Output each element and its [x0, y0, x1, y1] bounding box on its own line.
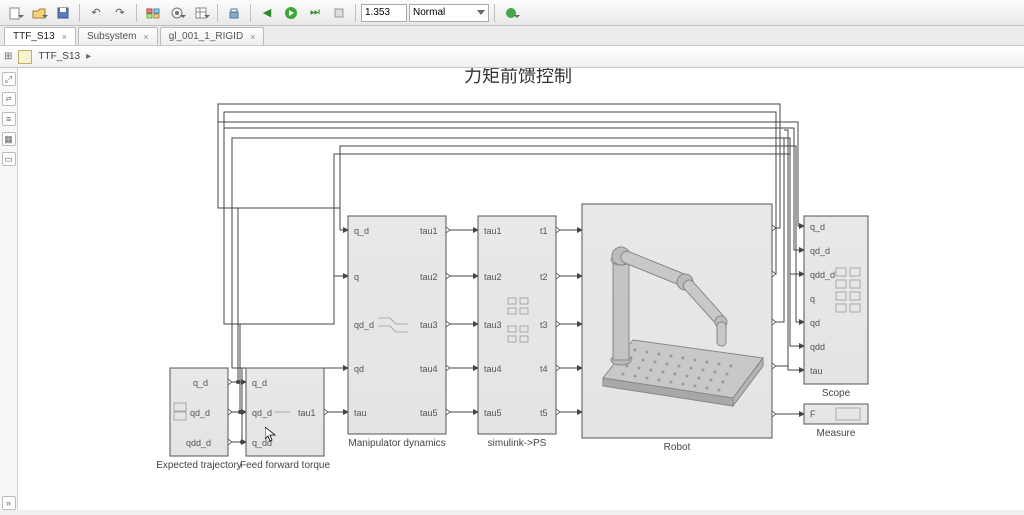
- svg-text:Expected trajectory: Expected trajectory: [156, 460, 242, 471]
- model-explorer-button[interactable]: [190, 3, 212, 23]
- svg-text:qdd: qdd: [810, 342, 825, 352]
- breadcrumb-model[interactable]: TTF_S13: [38, 51, 80, 62]
- nav-back-icon[interactable]: ⊞: [4, 51, 12, 62]
- svg-text:tau5: tau5: [484, 408, 502, 418]
- zoom-in-icon[interactable]: ⇄: [2, 92, 16, 106]
- tab-rigid[interactable]: gl_001_1_RIGID ×: [160, 27, 265, 45]
- library-button[interactable]: [142, 3, 164, 23]
- block-robot[interactable]: Robot: [582, 204, 776, 453]
- svg-text:q: q: [810, 294, 815, 304]
- step-back-button[interactable]: ◀: [256, 3, 278, 23]
- svg-text:Robot: Robot: [664, 442, 691, 453]
- diagram-title: 力矩前馈控制: [464, 68, 572, 86]
- svg-text:q_d: q_d: [193, 378, 208, 388]
- svg-text:q_d: q_d: [810, 222, 825, 232]
- image-icon[interactable]: ▭: [2, 152, 16, 166]
- block-feed-forward-torque[interactable]: q_d qd_d q_dd tau1 Feed forward torque: [240, 368, 330, 471]
- svg-text:tau2: tau2: [484, 272, 502, 282]
- svg-text:tau1: tau1: [298, 408, 316, 418]
- svg-text:t5: t5: [540, 408, 548, 418]
- overview-icon[interactable]: »: [2, 496, 16, 510]
- block-simulink-ps[interactable]: tau1 tau2 tau3 tau4 tau5 t1 t2 t3 t4 t5 …: [478, 216, 560, 449]
- block-expected-trajectory[interactable]: q_d qd_d qdd_d Expected trajectory: [156, 368, 242, 471]
- svg-text:q: q: [354, 272, 359, 282]
- close-icon[interactable]: ×: [143, 32, 148, 42]
- model-canvas[interactable]: 力矩前馈控制 q_d qd_d qdd_d Expected trajector…: [18, 68, 1024, 510]
- breadcrumb-bar: ⊞ TTF_S13 ▸: [0, 46, 1024, 68]
- sim-time-input[interactable]: [361, 4, 407, 22]
- svg-text:t2: t2: [540, 272, 548, 282]
- close-icon[interactable]: ×: [250, 32, 255, 42]
- model-config-button[interactable]: [166, 3, 188, 23]
- svg-text:tau2: tau2: [420, 272, 438, 282]
- tab-label: TTF_S13: [13, 31, 55, 42]
- step-forward-button[interactable]: ⏭: [304, 3, 326, 23]
- svg-text:t3: t3: [540, 320, 548, 330]
- run-button[interactable]: [280, 3, 302, 23]
- record-button[interactable]: [500, 3, 522, 23]
- svg-text:t4: t4: [540, 364, 548, 374]
- editor-tabs: TTF_S13 × Subsystem × gl_001_1_RIGID ×: [0, 26, 1024, 46]
- sim-mode-select[interactable]: Normal: [409, 4, 489, 22]
- svg-text:tau4: tau4: [484, 364, 502, 374]
- close-icon[interactable]: ×: [62, 32, 67, 42]
- left-palette: ⤢ ⇄ ≡ ▦ ▭ »: [0, 68, 18, 510]
- svg-text:q_d: q_d: [354, 226, 369, 236]
- svg-text:qd_d: qd_d: [810, 246, 830, 256]
- svg-text:Manipulator dynamics: Manipulator dynamics: [348, 438, 445, 449]
- svg-text:qd_d: qd_d: [190, 408, 210, 418]
- svg-text:qd_d: qd_d: [354, 320, 374, 330]
- zoom-fit-icon[interactable]: ⤢: [2, 72, 16, 86]
- build-button[interactable]: [223, 3, 245, 23]
- svg-text:qd: qd: [810, 318, 820, 328]
- new-button[interactable]: [4, 3, 26, 23]
- svg-text:tau1: tau1: [484, 226, 502, 236]
- tab-label: Subsystem: [87, 31, 136, 42]
- open-button[interactable]: [28, 3, 50, 23]
- svg-text:q_dd: q_dd: [252, 438, 272, 448]
- svg-text:qd_d: qd_d: [252, 408, 272, 418]
- svg-text:qd: qd: [354, 364, 364, 374]
- annotation-icon[interactable]: ≡: [2, 112, 16, 126]
- stop-button[interactable]: [328, 3, 350, 23]
- svg-text:q_d: q_d: [252, 378, 267, 388]
- save-button[interactable]: [52, 3, 74, 23]
- svg-text:simulink->PS: simulink->PS: [488, 438, 547, 449]
- svg-text:tau: tau: [810, 366, 823, 376]
- svg-text:tau3: tau3: [420, 320, 438, 330]
- svg-text:F: F: [810, 409, 816, 419]
- svg-text:tau1: tau1: [420, 226, 438, 236]
- svg-text:tau5: tau5: [420, 408, 438, 418]
- tab-ttf-s13[interactable]: TTF_S13 ×: [4, 27, 76, 45]
- model-icon: [18, 50, 32, 64]
- area-icon[interactable]: ▦: [2, 132, 16, 146]
- block-scope[interactable]: q_d qd_d qdd_d q qd qdd tau Scope: [804, 216, 868, 399]
- block-measure[interactable]: F Measure: [804, 404, 868, 439]
- redo-button[interactable]: ↷: [109, 3, 131, 23]
- svg-text:t1: t1: [540, 226, 548, 236]
- svg-text:tau3: tau3: [484, 320, 502, 330]
- svg-text:Scope: Scope: [822, 388, 851, 399]
- svg-text:tau4: tau4: [420, 364, 438, 374]
- tab-subsystem[interactable]: Subsystem ×: [78, 27, 158, 45]
- chevron-right-icon[interactable]: ▸: [86, 51, 91, 62]
- svg-text:Feed forward torque: Feed forward torque: [240, 460, 330, 471]
- svg-text:Measure: Measure: [817, 428, 856, 439]
- undo-button[interactable]: ↶: [85, 3, 107, 23]
- svg-text:qdd_d: qdd_d: [810, 270, 835, 280]
- svg-text:qdd_d: qdd_d: [186, 438, 211, 448]
- block-manipulator-dynamics[interactable]: q_d q qd_d qd tau tau1 tau2 tau3 tau4 ta…: [348, 216, 450, 449]
- svg-text:tau: tau: [354, 408, 367, 418]
- tab-label: gl_001_1_RIGID: [169, 31, 244, 42]
- main-toolbar: ↶ ↷ ◀ ⏭ Normal: [0, 0, 1024, 26]
